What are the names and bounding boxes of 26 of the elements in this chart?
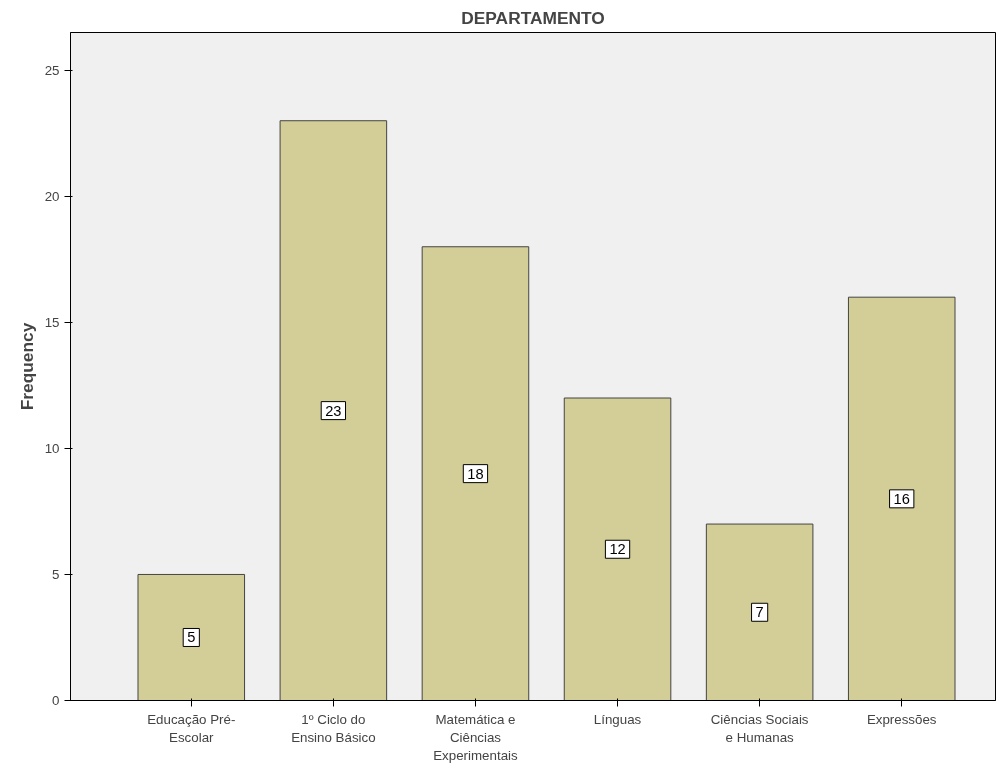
- y-tick-label: 5: [52, 566, 60, 582]
- data-label: 18: [467, 465, 484, 482]
- x-tick-label: 1º Ciclo do Ensino Básico: [291, 711, 376, 745]
- x-tick-label: Expressões: [866, 711, 937, 727]
- data-label: 12: [609, 541, 626, 558]
- bar: [847, 296, 956, 701]
- y-tick-label: 0: [52, 693, 60, 708]
- bar: [563, 397, 672, 701]
- y-tick-label: 25: [44, 62, 60, 78]
- y-tick-label: 15: [44, 314, 60, 330]
- x-tick-label: Educação Pré- Escolar: [147, 711, 236, 745]
- bar: [137, 573, 246, 701]
- x-tick-label: Línguas: [593, 711, 642, 727]
- bar: [705, 523, 814, 701]
- data-label: 16: [893, 490, 910, 507]
- y-tick-label: 10: [44, 440, 60, 456]
- data-label: 5: [187, 629, 196, 646]
- y-tick-label: 20: [44, 188, 60, 204]
- x-tick-label: Matemática e Ciências Experimentais: [433, 711, 519, 763]
- bar: [279, 120, 388, 701]
- chart-title: DEPARTAMENTO: [461, 7, 605, 28]
- data-label: 7: [755, 604, 764, 621]
- x-tick-label: Ciências Sociais e Humanas: [710, 711, 809, 745]
- bar: [421, 246, 530, 701]
- data-label: 23: [325, 402, 342, 419]
- y-axis-title: Frequency: [16, 322, 37, 411]
